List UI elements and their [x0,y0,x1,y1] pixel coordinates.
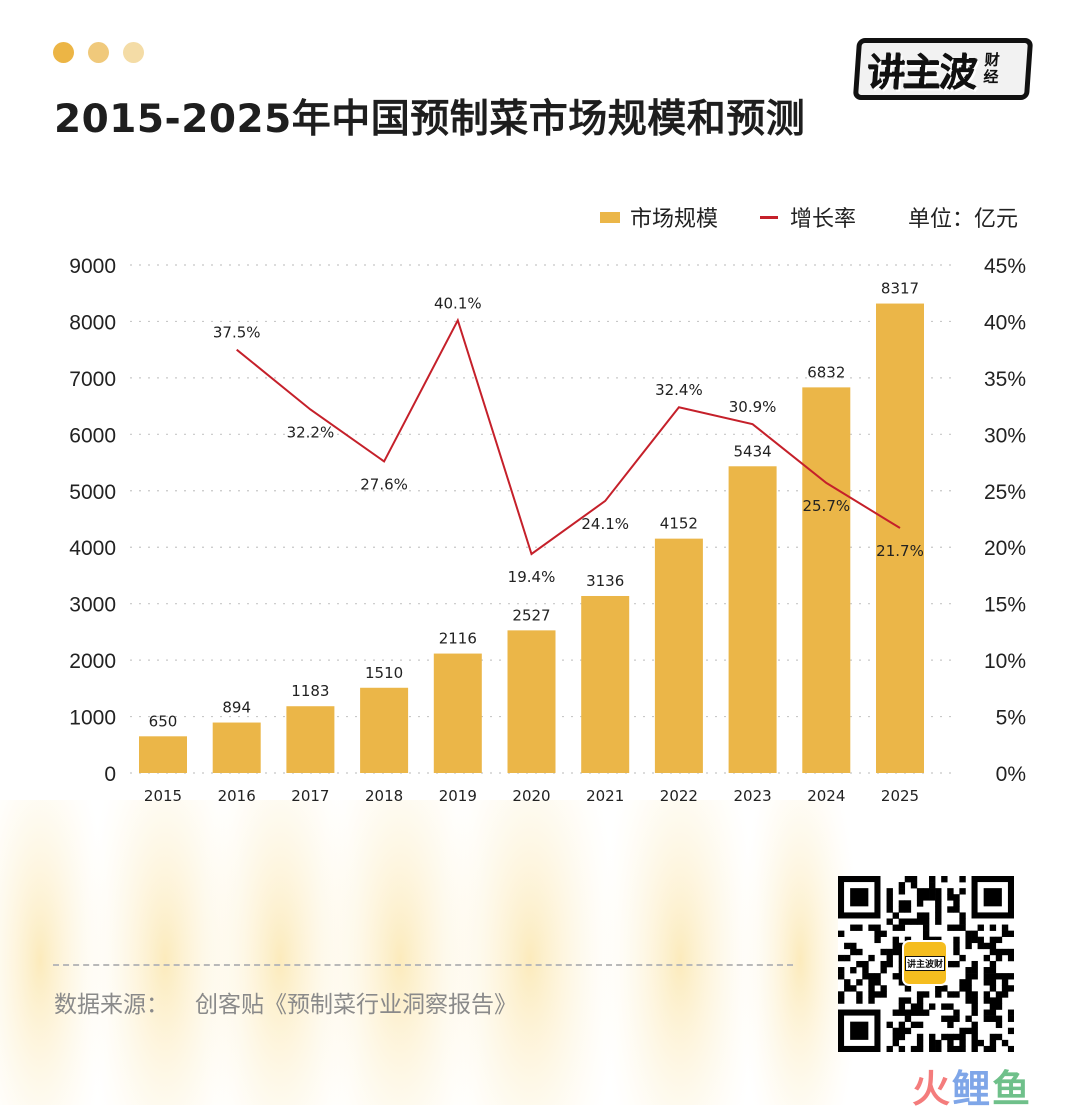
x-axis-tick: 2023 [734,787,772,805]
bar-value-label: 8317 [881,280,919,298]
bar-value-label: 2527 [512,606,550,624]
bar-2016[interactable] [212,722,261,773]
source-divider [53,964,793,966]
line-value-label: 40.1% [434,294,482,312]
y2-axis-tick: 25% [984,481,1026,504]
bar-2024[interactable] [802,387,851,773]
x-axis-tick: 2021 [586,787,624,805]
line-value-label: 37.5% [213,324,261,342]
x-axis-tick: 2015 [144,787,182,805]
y2-axis-tick: 0% [996,763,1026,786]
legend-line-label: 增长率 [790,207,857,232]
line-value-label: 32.2% [287,423,335,441]
window-dots [53,42,144,63]
line-value-label: 27.6% [360,475,408,493]
bar-2020[interactable] [507,630,556,773]
y2-axis-tick: 35% [984,368,1026,391]
y-axis-tick: 6000 [69,424,116,447]
line-value-label: 30.9% [729,398,777,416]
bar-2021[interactable] [581,595,630,773]
watermark-char: 火 [912,1067,953,1111]
y-axis-tick: 0 [104,763,116,786]
x-axis-tick: 2018 [365,787,403,805]
watermark-char: 鱼 [992,1067,1033,1111]
x-axis-tick: 2016 [218,787,256,805]
x-axis-tick: 2024 [807,787,845,805]
bar-2015[interactable] [139,736,187,773]
y-axis-tick: 5000 [69,481,116,504]
y2-axis-tick: 40% [984,311,1026,334]
bar-2025[interactable] [876,303,924,773]
y2-axis-tick: 30% [984,424,1026,447]
watermark: 火鲤鱼 [912,1058,1032,1113]
legend-bar-label: 市场规模 [630,207,719,232]
line-value-label: 21.7% [876,542,924,560]
qr-center-logo: 讲主波财 [902,940,948,986]
y-axis-tick: 2000 [69,650,116,673]
legend-line-swatch-icon [760,215,779,219]
y2-axis-tick: 45% [984,255,1026,278]
growth-rate-line[interactable] [236,317,901,556]
x-axis-tick: 2019 [439,787,477,805]
qr-code[interactable] [838,876,1014,1052]
y2-axis-tick: 20% [984,537,1026,560]
bar-value-label: 4152 [660,515,698,533]
y-axis-tick: 9000 [69,255,116,278]
x-axis-tick: 2022 [660,787,698,805]
bar-value-label: 1510 [365,664,403,682]
bar-value-label: 3136 [586,572,624,590]
bar-2019[interactable] [433,653,482,773]
chart-title: 2015-2025年中国预制菜市场规模和预测 [54,97,806,142]
y-axis-tick: 8000 [69,311,116,334]
bar-value-label: 650 [149,712,178,730]
y-axis-tick: 3000 [69,594,116,617]
x-axis-tick: 2020 [512,787,550,805]
bar-2017[interactable] [286,706,335,773]
y-axis-tick: 7000 [69,368,116,391]
line-value-label: 32.4% [655,381,703,399]
line-value-label: 25.7% [802,497,850,515]
y-axis-tick: 1000 [69,707,116,730]
dot-icon [88,42,109,63]
combo-chart: 0 0% 1000 5% 2000 10% 3000 15% 4000 20% 5000 25% 600… [69,255,1026,805]
line-value-label: 19.4% [508,568,556,586]
dot-icon [53,42,74,63]
watermark-char: 鲤 [952,1067,993,1111]
bar-value-label: 2116 [439,630,477,648]
line-value-label: 24.1% [581,515,629,533]
bar-value-label: 894 [222,699,251,717]
source-text: 创客贴《预制菜行业洞察报告》 [195,992,517,1018]
bar-2023[interactable] [728,466,777,773]
source-label: 数据来源： [54,992,169,1018]
legend-bar-swatch-icon [600,211,620,223]
chart-legend: 市场规模 增长率 单位：亿元 [600,201,1018,233]
bar-2022[interactable] [654,538,703,773]
y2-axis-tick: 5% [996,707,1026,730]
bar-2018[interactable] [360,687,409,773]
unit-label: 单位：亿元 [908,207,1019,232]
bar-value-label: 1183 [291,682,329,700]
bar-value-label: 5434 [734,442,772,460]
dot-icon [123,42,144,63]
source-note: 数据来源： 创客贴《预制菜行业洞察报告》 [54,985,517,1019]
y-axis-tick: 4000 [69,537,116,560]
x-axis-tick: 2025 [881,787,919,805]
y2-axis-tick: 10% [984,650,1026,673]
bar-value-label: 6832 [807,363,845,381]
x-axis-tick: 2017 [291,787,329,805]
y2-axis-tick: 15% [984,594,1026,617]
